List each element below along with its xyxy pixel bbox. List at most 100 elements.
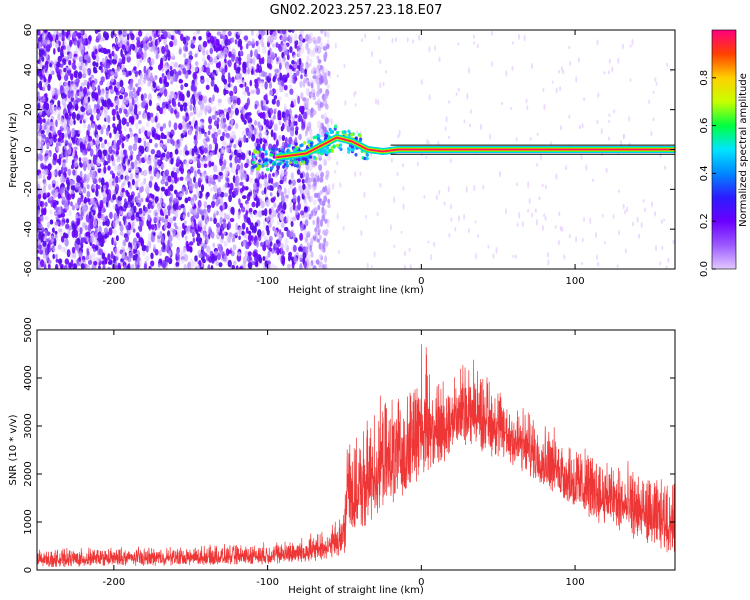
spectrogram-cell: [313, 160, 318, 166]
spectrogram-cell: [354, 136, 358, 140]
spectrogram-cell: [473, 184, 476, 192]
spectrogram-cell: [568, 45, 571, 50]
spectrogram-cell: [480, 123, 483, 131]
spectrogram-cell: [161, 260, 167, 269]
spectrogram-cell: [323, 52, 327, 60]
spectrogram-cell: [150, 194, 155, 199]
spectrogram-cell: [270, 197, 276, 203]
spectrogram-cell: [300, 67, 305, 74]
spectrogram-cell: [449, 157, 452, 164]
spectrogram-cell: [212, 127, 217, 133]
spectrogram-cell: [306, 55, 310, 63]
spectrogram-cell: [487, 244, 490, 249]
y-tick-label: 2000: [23, 461, 34, 486]
spectrogram-cell: [287, 187, 291, 196]
spectrogram-cell: [289, 64, 293, 70]
spectrogram-cell: [183, 254, 189, 262]
spectrogram-cell: [295, 121, 298, 126]
spectrogram-cell: [531, 212, 534, 218]
spectrogram-cell: [314, 43, 318, 48]
spectrogram-cell: [138, 86, 142, 92]
spectrogram-cell: [174, 209, 179, 218]
spectrogram-cell: [46, 221, 51, 229]
spectrogram-cell: [284, 49, 289, 56]
spectrogram-cell: [72, 31, 77, 39]
spectrogram-cell: [272, 43, 275, 48]
spectrogram-cell: [569, 60, 572, 67]
spectrogram-cell: [78, 232, 82, 239]
spectrogram-cell: [78, 250, 83, 258]
spectrogram-cell: [114, 183, 120, 192]
spectrogram-cell: [264, 81, 268, 90]
spectrogram-cell: [170, 170, 175, 178]
spectrogram-cell: [544, 184, 547, 190]
spectrogram-cell: [302, 252, 307, 259]
spectrogram-cell: [146, 156, 151, 165]
spectrogram-cell: [79, 65, 83, 71]
spectrogram-cell: [98, 225, 102, 233]
spectrogram-cell: [43, 180, 47, 189]
spectrogram-cell: [243, 119, 247, 125]
spectrogram-cell: [227, 221, 231, 230]
spectrogram-cell: [389, 224, 392, 231]
spectrogram-cell: [52, 201, 56, 209]
spectrogram-cell: [138, 47, 143, 56]
spectrogram-cell: [55, 119, 58, 128]
spectrogram-cell: [299, 80, 303, 88]
spectrogram-cell: [188, 182, 194, 191]
spectrogram-cell: [69, 118, 73, 127]
spectrogram-cell: [83, 157, 88, 164]
spectrogram-cell: [128, 251, 134, 259]
spectrogram-cell: [184, 160, 190, 168]
spectrogram-cell: [143, 93, 147, 99]
spectrogram-cell: [70, 201, 73, 207]
spectrogram-cell: [42, 192, 47, 200]
spectrogram-cell: [172, 139, 175, 147]
spectrogram-cell: [193, 91, 198, 97]
y-tick-label: 4000: [23, 365, 34, 390]
spectrogram-cell: [206, 245, 211, 254]
spectrogram-cell: [470, 109, 473, 114]
spectrogram-cell: [57, 100, 61, 108]
spectrogram-cell: [210, 255, 215, 264]
spectrogram-cell: [223, 88, 227, 96]
spectrogram-cell: [177, 226, 182, 235]
spectrogram-cell: [106, 98, 111, 106]
spectrogram-cell: [317, 82, 320, 90]
spectrogram-cell: [304, 236, 309, 244]
spectrogram-cell: [202, 40, 208, 48]
spectrogram-cell: [133, 243, 137, 250]
spectrogram-cell: [201, 65, 204, 72]
spectrogram-cell: [129, 150, 134, 156]
spectrogram-cell: [162, 202, 167, 207]
spectrogram-cell: [228, 188, 232, 195]
spectrogram-cell: [70, 185, 75, 191]
spectrogram-cell: [157, 235, 161, 244]
spectrogram-cell: [247, 261, 253, 269]
spectrogram-cell: [40, 129, 45, 135]
spectrogram-cell: [191, 148, 195, 157]
spectrogram-cell: [87, 124, 91, 132]
spectrogram-cell: [42, 37, 46, 43]
spectrogram-cell: [312, 109, 317, 116]
spectrogram-cell: [122, 215, 128, 221]
spectrogram-cell: [54, 210, 58, 217]
spectrogram-cell: [547, 259, 550, 266]
spectrogram-cell: [334, 124, 338, 129]
x-tick-label: 100: [566, 577, 585, 588]
spectrogram-cell: [97, 236, 102, 243]
spectrogram-cell: [288, 254, 291, 262]
spectrogram-cell: [132, 248, 136, 255]
spectrogram-cell: [296, 169, 301, 175]
spectrogram-cell: [126, 33, 130, 41]
spectrogram-cell: [164, 244, 169, 252]
spectrogram-cell: [287, 144, 291, 148]
spectrogram-cell: [212, 114, 217, 120]
spectrogram-cell: [50, 244, 54, 249]
spectrogram-cell: [473, 34, 475, 39]
spectrogram-cell: [224, 170, 228, 178]
spectrogram-cell: [605, 167, 608, 174]
spectrogram-cell: [554, 225, 557, 229]
spectrogram-cell: [356, 130, 358, 134]
